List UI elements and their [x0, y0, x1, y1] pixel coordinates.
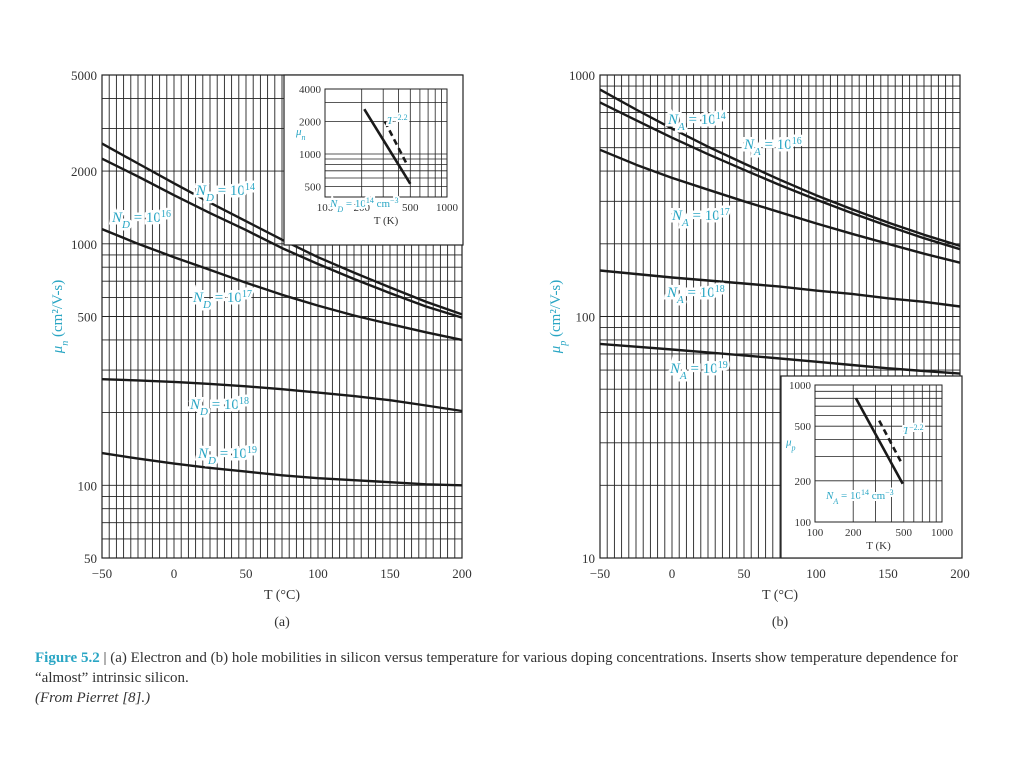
y-tick-label: 100	[576, 310, 596, 325]
caption-text: (a) Electron and (b) hole mobilities in …	[35, 650, 958, 686]
series-label: NA = 1017	[671, 207, 730, 230]
inset-x-axis-title: T (K)	[866, 540, 891, 552]
panel-label: (b)	[772, 615, 789, 630]
x-tick-label: 0	[171, 566, 178, 581]
x-tick-label: 50	[240, 566, 253, 581]
caption-source: (From Pierret [8].)	[35, 690, 151, 706]
series-line	[599, 342, 961, 375]
grid	[101, 74, 463, 559]
series-label: NA = 1019	[669, 360, 728, 383]
inset-solid-line	[363, 108, 412, 185]
y-tick-label: 10	[582, 551, 595, 566]
inset-frame	[814, 384, 943, 523]
grid	[599, 75, 961, 559]
inset-x-axis-title: T (K)	[374, 215, 399, 227]
inset-y-tick-label: 200	[795, 476, 812, 488]
inset-x-tick-label: 200	[845, 527, 862, 539]
x-axis-title: T (°C)	[264, 588, 300, 603]
inset-y-tick-label: 1000	[789, 380, 812, 392]
chart-panel-b: −50 0 50 100 150 200 10 100 1000 T (°C) (b) μp (cm²…	[548, 68, 970, 630]
inset-y-axis-title: μn	[295, 126, 306, 142]
y-tick-label: 1000	[569, 68, 595, 83]
series-line	[599, 269, 961, 308]
caption-separator: |	[99, 650, 111, 666]
inset-y-tick-label: 500	[305, 182, 322, 194]
y-tick-label: 2000	[71, 164, 97, 179]
inset-x-tick-label: 1000	[436, 202, 459, 214]
inset-y-tick-label: 100	[795, 517, 812, 529]
series-label: ND = 1014	[195, 182, 255, 205]
inset-series-label: NA = 1014 cm−3	[825, 488, 894, 506]
x-tick-label: 150	[878, 566, 898, 581]
plot-frame	[599, 74, 961, 559]
panel-label: (a)	[274, 615, 290, 630]
series-label: ND = 1017	[192, 289, 252, 312]
series-line	[101, 378, 463, 413]
inset-x-tick-label: 500	[896, 527, 913, 539]
inset-y-axis-title: μp	[785, 437, 796, 453]
inset-y-tick-label: 500	[795, 421, 812, 433]
inset-y-tick-label: 1000	[299, 149, 322, 161]
figure-number: Figure 5.2	[35, 650, 100, 666]
series-line	[599, 88, 961, 248]
inset-x-tick-label: 100	[317, 202, 334, 214]
inset-series-label: T−2.2	[387, 113, 408, 128]
y-axis-title: μp (cm²/V-s)	[548, 280, 569, 355]
inset-x-tick-label: 200	[353, 202, 370, 214]
chart-panel-a: −50 0 50 100 150 200 50 100 500 1000 2000 5000 T (°C…	[50, 68, 472, 630]
series-line	[599, 101, 961, 251]
series-label: NA = 1014	[667, 111, 726, 134]
x-axis-title: T (°C)	[762, 588, 798, 603]
inset-frame	[324, 88, 448, 198]
inset-y-tick-label: 2000	[299, 117, 322, 129]
x-tick-label: 200	[452, 566, 472, 581]
inset-b: 100 200 500 1000 100 200 500 1000 T (K) μp NA = 10…	[780, 375, 963, 559]
inset-series-label: ND = 1014 cm−3	[329, 196, 399, 214]
y-tick-label: 50	[84, 551, 97, 566]
series-line	[101, 142, 463, 316]
y-tick-label: 5000	[71, 68, 97, 83]
series-label: ND = 1019	[197, 445, 257, 468]
series-line	[101, 157, 463, 319]
x-tick-label: 100	[308, 566, 328, 581]
series-label: NA = 1018	[666, 284, 725, 307]
inset-solid-line	[854, 397, 904, 485]
inset-dashed-line	[383, 120, 409, 166]
figure-caption: Figure 5.2 | (a) Electron and (b) hole m…	[35, 648, 995, 708]
x-tick-label: 0	[669, 566, 676, 581]
y-axis-title: μn (cm²/V-s)	[50, 280, 71, 355]
y-tick-label: 1000	[71, 237, 97, 252]
y-tick-label: 100	[78, 478, 98, 493]
x-tick-label: −50	[92, 566, 112, 581]
inset-x-tick-label: 1000	[931, 527, 954, 539]
series-label: NA = 1016	[743, 136, 802, 159]
inset-background	[283, 74, 464, 246]
series-label: ND = 1016	[111, 209, 171, 232]
series-line	[599, 148, 961, 264]
inset-y-tick-label: 4000	[299, 84, 322, 96]
y-tick-label: 500	[78, 310, 98, 325]
x-tick-label: 150	[380, 566, 400, 581]
x-tick-label: 50	[738, 566, 751, 581]
x-tick-label: −50	[590, 566, 610, 581]
series-line	[101, 227, 463, 342]
inset-a: 100 200 500 1000 500 1000 2000 4000 T (K) μn ND = …	[283, 74, 464, 246]
inset-series-label: T−2.2	[903, 423, 924, 438]
series-line	[101, 451, 463, 487]
inset-x-tick-label: 100	[807, 527, 824, 539]
series-label: ND = 1018	[189, 396, 249, 419]
inset-x-tick-label: 500	[402, 202, 419, 214]
x-tick-label: 200	[950, 566, 970, 581]
x-tick-label: 100	[806, 566, 826, 581]
inset-dashed-line	[878, 419, 903, 464]
